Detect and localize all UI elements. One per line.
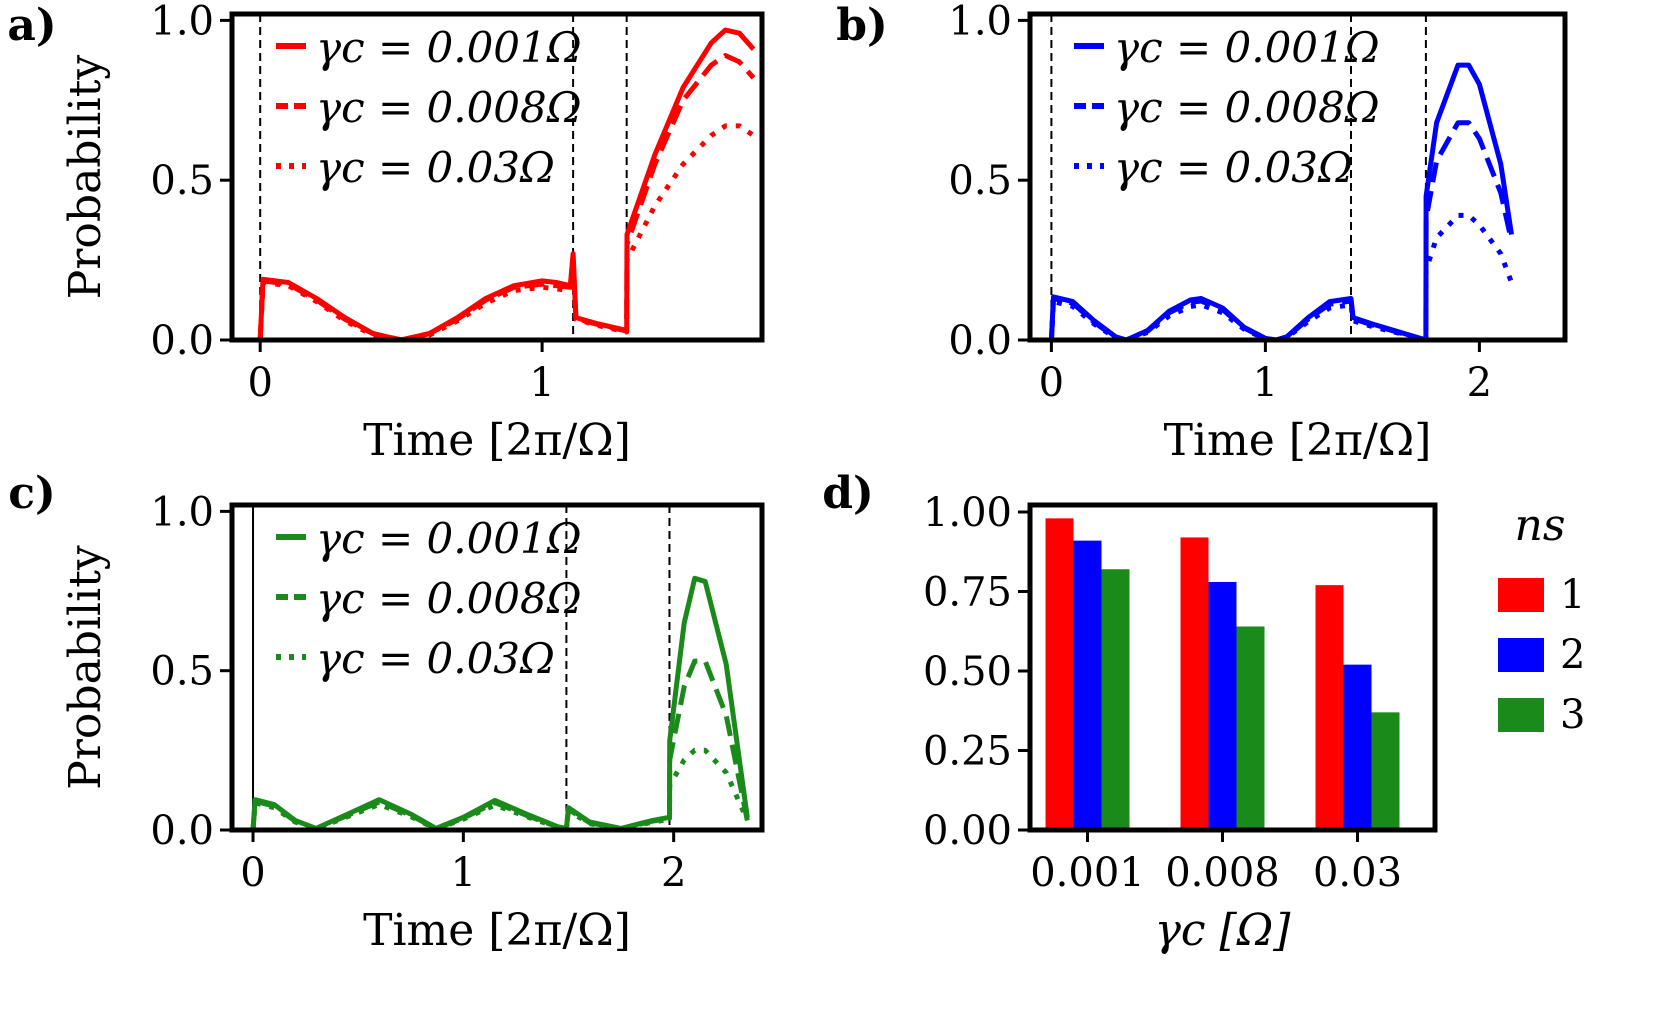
- legend-swatch: [1498, 698, 1544, 732]
- legend-title: ns: [1515, 500, 1566, 551]
- x-axis-label: Time [2π/Ω]: [363, 415, 631, 466]
- bar: [1073, 540, 1102, 830]
- y-axis-label: Probability: [60, 55, 111, 300]
- y-tick-label: 0.25: [923, 729, 1012, 775]
- y-tick-label: 0.0: [150, 318, 214, 364]
- panel-d: 0.001 0.008 0.03 0.00 0.25 0.50 0.75 1.00 γc [Ω]…: [822, 468, 1585, 956]
- panel-label: c): [8, 468, 56, 519]
- legend-label: γc = 0.001Ω: [316, 23, 582, 72]
- bar: [1371, 712, 1400, 830]
- bar: [1315, 585, 1344, 830]
- series-line: [250, 747, 750, 832]
- y-tick-label: 0.0: [150, 808, 214, 854]
- x-tick-label: 0: [240, 850, 265, 896]
- panel-c: 0.0 0.5 1.0 0 1 2 Time [2π/Ω] Probability γc = 0…: [8, 468, 765, 956]
- plot-frame: [1027, 502, 1438, 833]
- x-tick-label: 0: [247, 360, 272, 406]
- x-tick-label: 2: [1467, 360, 1492, 406]
- panel-b: 0.0 0.5 1.0 0 1 2 Time [2π/Ω] γc = 0.001Ω γc = 0…: [836, 0, 1568, 466]
- y-tick-label: 1.0: [150, 489, 214, 535]
- x-tick-label: 0.03: [1313, 850, 1402, 896]
- y-tick-label: 0.75: [923, 570, 1012, 616]
- x-tick-label: 1: [1253, 360, 1278, 406]
- bar: [1045, 518, 1074, 830]
- bar: [1101, 569, 1130, 830]
- y-tick-label: 1.0: [150, 0, 214, 44]
- panel-label: b): [836, 0, 888, 51]
- y-tick-label: 0.5: [150, 158, 214, 204]
- y-tick-label: 0.50: [923, 649, 1012, 695]
- x-tick-label: 1: [451, 850, 476, 896]
- legend-label: 1: [1560, 572, 1585, 618]
- series-line: [1048, 212, 1514, 343]
- series-line: [257, 53, 756, 343]
- bar: [1343, 664, 1372, 830]
- series-line: [250, 658, 750, 832]
- panel-label: a): [7, 0, 56, 51]
- y-axis-label: Probability: [60, 545, 111, 790]
- y-tick-label: 1.00: [923, 490, 1012, 536]
- x-tick-label: 1: [529, 360, 554, 406]
- series-line: [257, 123, 755, 343]
- legend-label: γc = 0.008Ω: [1114, 83, 1380, 132]
- legend-swatch: [1498, 578, 1544, 612]
- x-tick-label: 0.008: [1165, 850, 1280, 896]
- x-axis-label: Time [2π/Ω]: [363, 905, 631, 956]
- plot-frame: [1027, 11, 1568, 343]
- legend-label: 2: [1560, 632, 1585, 678]
- x-axis-label: γc [Ω]: [1155, 905, 1292, 956]
- legend-label: 3: [1560, 692, 1585, 738]
- legend-label: γc = 0.008Ω: [316, 574, 582, 623]
- y-tick-label: 0.5: [150, 649, 214, 695]
- y-tick-label: 0.0: [948, 318, 1012, 364]
- y-tick-label: 0.5: [948, 158, 1012, 204]
- bar: [1208, 581, 1237, 830]
- x-axis-label: Time [2π/Ω]: [1164, 415, 1432, 466]
- y-tick-label: 1.0: [948, 0, 1012, 44]
- legend-label: γc = 0.001Ω: [1114, 23, 1380, 72]
- legend-label: γc = 0.03Ω: [316, 634, 555, 683]
- x-tick-label: 2: [661, 850, 686, 896]
- plot-frame: [229, 11, 765, 343]
- x-tick-label: 0.001: [1030, 850, 1145, 896]
- legend-label: γc = 0.001Ω: [316, 514, 582, 563]
- legend-label: γc = 0.03Ω: [1114, 143, 1353, 192]
- panel-label: d): [822, 468, 874, 519]
- bar: [1236, 626, 1265, 830]
- y-tick-label: 0.00: [923, 808, 1012, 854]
- plot-frame: [229, 502, 765, 833]
- bar: [1180, 537, 1209, 830]
- legend-label: γc = 0.03Ω: [316, 143, 555, 192]
- x-tick-label: 0: [1039, 360, 1064, 406]
- legend-label: γc = 0.008Ω: [316, 83, 582, 132]
- legend-swatch: [1498, 638, 1544, 672]
- panel-a: 0.0 0.5 1.0 0 1 Time [2π/Ω] Probability γc = 0.…: [7, 0, 765, 466]
